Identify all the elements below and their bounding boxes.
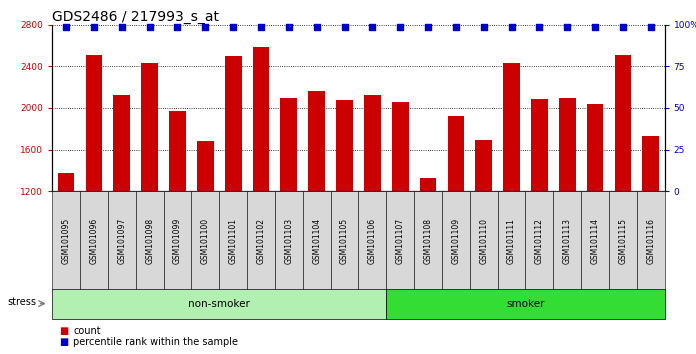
Text: GSM101112: GSM101112 — [535, 218, 544, 264]
Text: GSM101096: GSM101096 — [90, 218, 98, 264]
Text: GSM101103: GSM101103 — [285, 218, 293, 264]
Bar — [559, 98, 576, 191]
Point — [590, 24, 601, 30]
Text: GSM101098: GSM101098 — [145, 218, 154, 264]
Bar — [531, 99, 548, 191]
Text: GSM101104: GSM101104 — [313, 218, 321, 264]
Bar — [58, 173, 74, 191]
Bar — [420, 178, 436, 191]
Bar — [169, 111, 186, 191]
Bar — [475, 140, 492, 191]
Bar — [308, 91, 325, 191]
Text: GSM101100: GSM101100 — [201, 218, 209, 264]
Bar — [587, 104, 603, 191]
Point — [450, 24, 461, 30]
Point — [478, 24, 489, 30]
Text: GSM101113: GSM101113 — [563, 218, 571, 264]
Text: non-smoker: non-smoker — [189, 298, 250, 309]
Bar — [280, 98, 297, 191]
Point — [534, 24, 545, 30]
Text: GSM101106: GSM101106 — [368, 218, 377, 264]
Bar — [225, 56, 242, 191]
Point — [506, 24, 517, 30]
Bar — [197, 141, 214, 191]
Bar — [448, 116, 464, 191]
Text: GSM101097: GSM101097 — [118, 218, 126, 264]
Text: GSM101108: GSM101108 — [424, 218, 432, 264]
Point — [395, 24, 406, 30]
Text: GSM101115: GSM101115 — [619, 218, 627, 264]
Text: percentile rank within the sample: percentile rank within the sample — [73, 337, 238, 347]
Text: GSM101107: GSM101107 — [396, 218, 404, 264]
Bar — [615, 55, 631, 191]
Text: GDS2486 / 217993_s_at: GDS2486 / 217993_s_at — [52, 10, 219, 24]
Text: GSM101095: GSM101095 — [62, 218, 70, 264]
Bar — [642, 136, 659, 191]
Point — [88, 24, 100, 30]
Text: GSM101109: GSM101109 — [452, 218, 460, 264]
Bar — [364, 96, 381, 191]
Bar — [503, 63, 520, 191]
Text: GSM101116: GSM101116 — [647, 218, 655, 264]
Text: stress: stress — [7, 297, 36, 307]
Text: GSM101101: GSM101101 — [229, 218, 237, 264]
Text: GSM101114: GSM101114 — [591, 218, 599, 264]
Bar — [86, 55, 102, 191]
Text: ■: ■ — [59, 326, 68, 336]
Text: count: count — [73, 326, 101, 336]
Point — [562, 24, 573, 30]
Point — [311, 24, 322, 30]
Point — [255, 24, 267, 30]
Text: GSM101099: GSM101099 — [173, 218, 182, 264]
Point — [283, 24, 294, 30]
Bar — [113, 96, 130, 191]
Bar — [141, 63, 158, 191]
Point — [617, 24, 628, 30]
Bar — [392, 102, 409, 191]
Bar — [253, 47, 269, 191]
Text: GSM101110: GSM101110 — [480, 218, 488, 264]
Text: smoker: smoker — [506, 298, 545, 309]
Text: GSM101111: GSM101111 — [507, 218, 516, 264]
Point — [422, 24, 434, 30]
Point — [367, 24, 378, 30]
Text: ■: ■ — [59, 337, 68, 347]
Point — [116, 24, 127, 30]
Point — [645, 24, 656, 30]
Point — [172, 24, 183, 30]
Text: GSM101105: GSM101105 — [340, 218, 349, 264]
Bar — [336, 99, 353, 191]
Point — [144, 24, 155, 30]
Point — [339, 24, 350, 30]
Point — [61, 24, 72, 30]
Point — [200, 24, 211, 30]
Text: GSM101102: GSM101102 — [257, 218, 265, 264]
Point — [228, 24, 239, 30]
